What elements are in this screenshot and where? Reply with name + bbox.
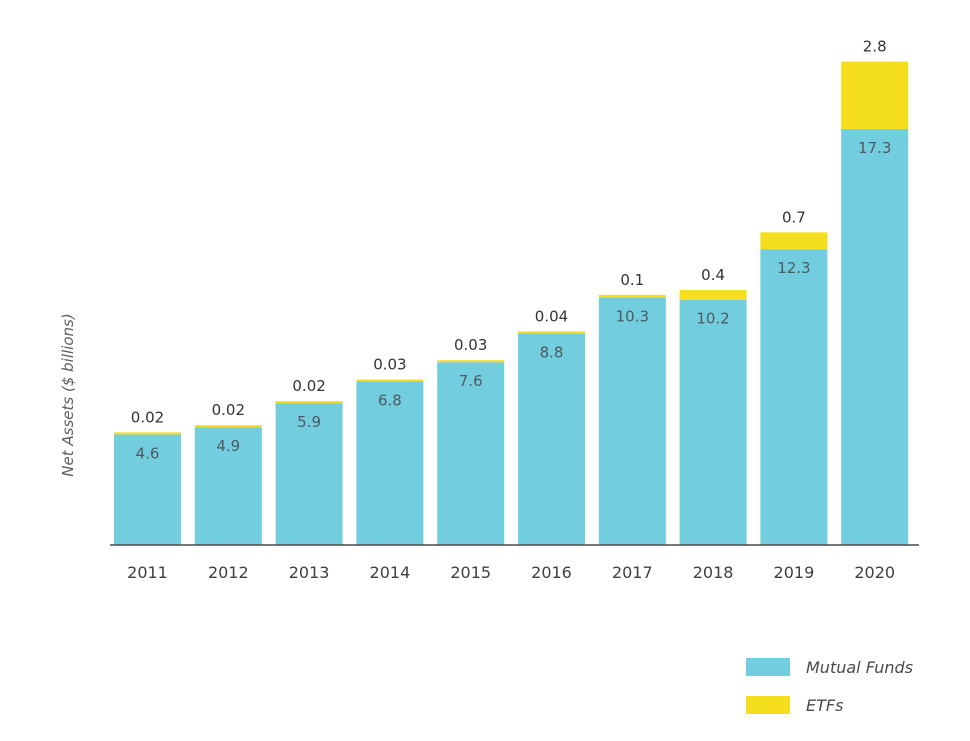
y-axis-label: Net Assets ($ billions) [59, 313, 77, 476]
data-label-etfs-2015: 0.03 [454, 336, 487, 354]
data-label-mutual-funds-2014: 6.8 [378, 391, 402, 409]
data-label-mutual-funds-2012: 4.9 [216, 437, 240, 455]
data-label-mutual-funds-2020: 17.3 [858, 139, 891, 157]
bar-mutual-funds-2020 [841, 128, 909, 545]
legend-swatch-etfs [746, 696, 790, 714]
bar-etfs-2012 [194, 425, 262, 428]
data-label-etfs-2014: 0.03 [373, 355, 406, 373]
data-label-mutual-funds-2018: 10.2 [696, 310, 729, 328]
bar-mutual-funds-2012 [194, 427, 262, 545]
legend-label-etfs: ETFs [806, 696, 843, 715]
bar-etfs-2017 [598, 294, 666, 298]
data-label-mutual-funds-2016: 8.8 [540, 343, 564, 361]
legend-swatch-mutual-funds [746, 658, 790, 676]
data-label-etfs-2016: 0.04 [535, 307, 568, 325]
bar-mutual-funds-2014 [356, 381, 424, 545]
bar-etfs-2016 [518, 331, 585, 334]
bar-etfs-2014 [356, 379, 424, 382]
bar-mutual-funds-2016 [518, 333, 585, 545]
x-tick-label-2020: 2020 [854, 563, 895, 582]
legend: Mutual Funds ETFs [746, 658, 913, 715]
x-tick-label-2011: 2011 [127, 563, 168, 582]
data-label-etfs-2019: 0.7 [782, 208, 806, 226]
bar-etfs-2011 [114, 432, 181, 435]
data-label-mutual-funds-2017: 10.3 [616, 307, 649, 325]
x-tick-label-2016: 2016 [531, 563, 572, 582]
bar-mutual-funds-2015 [437, 362, 505, 545]
bar-mutual-funds-2019 [760, 249, 828, 545]
bar-etfs-2015 [437, 360, 505, 363]
bar-mutual-funds-2018 [679, 299, 747, 545]
x-tick-label-2013: 2013 [289, 563, 330, 582]
x-tick-label-2018: 2018 [693, 563, 734, 582]
data-labels-layer: 4.6 0.02 4.9 0.02 5.9 0.02 6.8 0.03 7.6 0.03 8.8 0.… [131, 38, 892, 463]
x-tick-label-2019: 2019 [774, 563, 815, 582]
data-label-etfs-2020: 2.8 [863, 38, 887, 56]
bar-mutual-funds-2011 [114, 434, 181, 545]
bar-etfs-2019 [760, 232, 828, 250]
x-tick-label-2017: 2017 [612, 563, 653, 582]
bar-mutual-funds-2013 [275, 403, 343, 545]
data-label-etfs-2011: 0.02 [131, 408, 164, 426]
legend-label-mutual-funds: Mutual Funds [806, 658, 913, 677]
x-tick-labels: 2011 2012 2013 2014 2015 2016 2017 2018 2019 2020 [127, 563, 895, 582]
data-label-etfs-2018: 0.4 [701, 266, 725, 284]
data-label-mutual-funds-2013: 5.9 [297, 413, 321, 431]
x-tick-label-2015: 2015 [450, 563, 491, 582]
bars-layer [114, 61, 909, 545]
data-label-mutual-funds-2015: 7.6 [459, 372, 483, 390]
bar-etfs-2013 [275, 401, 343, 404]
bar-mutual-funds-2017 [598, 297, 666, 545]
data-label-mutual-funds-2019: 12.3 [777, 259, 810, 277]
bar-etfs-2018 [679, 290, 747, 300]
x-tick-label-2012: 2012 [208, 563, 249, 582]
data-label-etfs-2013: 0.02 [292, 377, 325, 395]
data-label-mutual-funds-2011: 4.6 [136, 444, 160, 462]
data-label-etfs-2012: 0.02 [212, 401, 245, 419]
bar-etfs-2020 [841, 61, 909, 129]
data-label-etfs-2017: 0.1 [620, 271, 644, 289]
x-tick-label-2014: 2014 [370, 563, 411, 582]
